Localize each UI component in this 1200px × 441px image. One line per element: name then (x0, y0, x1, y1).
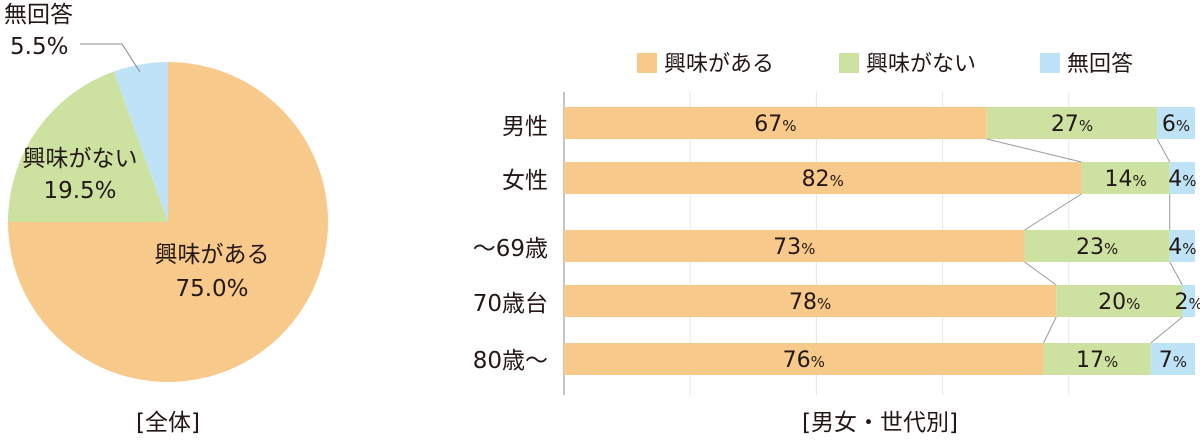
category-label-80-plus: 80歳～ (473, 348, 548, 374)
category-label-female: 女性 (502, 168, 548, 194)
bar-segment-no-answer (1157, 107, 1195, 139)
pie-label-no-answer-value: 5.5% (10, 34, 68, 60)
pie-label-interested-name: 興味がある (155, 242, 270, 268)
bar-segment-not-interested (1043, 343, 1151, 375)
bar-segment-no-answer (1169, 230, 1195, 262)
bar-value-label: 82% (802, 167, 844, 192)
bar-value-label: 67% (754, 112, 796, 137)
bar-segment-not-interested (1024, 230, 1170, 262)
bar-segment-interested (564, 343, 1044, 375)
bar-segment-interested (564, 230, 1025, 262)
category-label-male: 男性 (502, 114, 548, 140)
bar-value-label: 4% (1168, 167, 1196, 192)
legend: 興味がある 興味がない 無回答 (637, 52, 1133, 77)
bar-value-label: 23% (1076, 235, 1118, 260)
bar-value-label: 27% (1051, 112, 1093, 137)
bar-segment-interested (564, 285, 1057, 317)
bar-value-label: 73% (773, 235, 815, 260)
bar-value-label: 17% (1076, 348, 1118, 373)
bar-value-label: 78% (789, 290, 831, 315)
connector-line (1024, 193, 1082, 231)
bar-value-label: 2% (1175, 290, 1200, 315)
legend-swatch-interested (637, 53, 657, 73)
bar-value-label: 14% (1104, 167, 1146, 192)
bar-segment-no-answer (1182, 285, 1195, 317)
bar-value-label: 76% (783, 348, 825, 373)
pie-slice-no-answer (113, 62, 168, 222)
category-label-70s: 70歳台 (473, 291, 548, 317)
category-label-under-69: ～69歳 (473, 236, 548, 262)
pie-caption: [全体] (136, 410, 200, 436)
connector-line (986, 138, 1082, 163)
bar-value-label: 6% (1162, 112, 1190, 137)
pie-label-interested-value: 75.0% (175, 276, 248, 302)
connector-line (1150, 316, 1183, 344)
pie-slice-not-interested (8, 71, 168, 222)
bar-segment-interested (564, 107, 987, 139)
pie-label-not-interested-name: 興味がない (23, 146, 138, 172)
pie-chart (8, 43, 328, 382)
bar-segment-not-interested (1056, 285, 1183, 317)
connector-line (1169, 261, 1183, 286)
bar-caption: [男女・世代別] (802, 410, 958, 436)
legend-swatch-no-answer (1040, 53, 1060, 73)
legend-label-not-interested: 興味がない (866, 52, 976, 77)
legend-swatch-not-interested (839, 53, 859, 73)
connector-line (1156, 138, 1171, 163)
pie-label-not-interested-value: 19.5% (43, 178, 116, 204)
bar-segment-interested (564, 162, 1082, 194)
legend-label-interested: 興味がある (664, 52, 774, 77)
bar-segment-no-answer (1169, 162, 1195, 194)
bar-segment-no-answer (1150, 343, 1195, 375)
bar-segment-not-interested (986, 107, 1158, 139)
bar-value-label: 7% (1159, 348, 1187, 373)
bar-segment-not-interested (1081, 162, 1170, 194)
bar-value-label: 4% (1168, 235, 1196, 260)
bar-value-label: 20% (1098, 290, 1140, 315)
connector-line (1043, 316, 1057, 344)
pie-label-no-answer-name: 無回答 (4, 2, 73, 28)
pie-leader-line (80, 43, 141, 73)
stacked-bar-chart: 67% 27% 6% 82% 14% 4% 73% 23% 4% 78% 20% 2% 76% 17% 7% (563, 92, 1200, 395)
legend-label-no-answer: 無回答 (1067, 52, 1133, 77)
connector-line (1024, 261, 1057, 286)
